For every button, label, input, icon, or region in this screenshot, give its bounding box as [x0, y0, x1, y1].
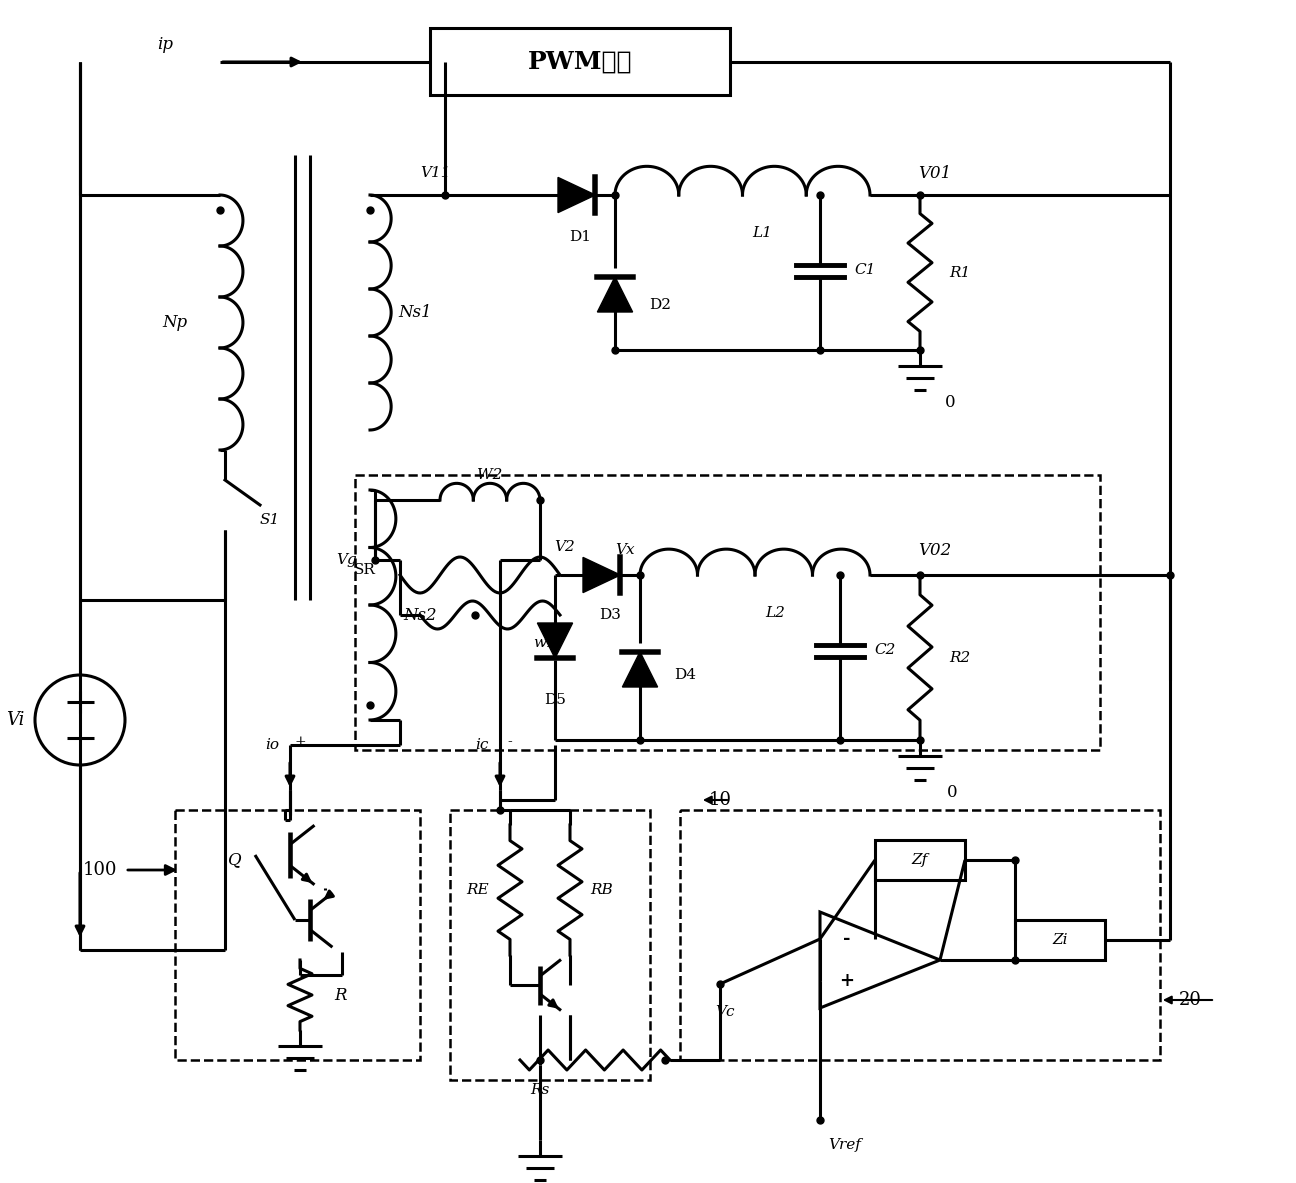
Bar — [450, 810, 651, 1080]
Text: D3: D3 — [599, 608, 621, 622]
Text: ip: ip — [157, 35, 172, 52]
Text: 20: 20 — [1178, 991, 1201, 1009]
Bar — [680, 810, 1160, 1060]
Text: RB: RB — [591, 883, 613, 897]
Bar — [875, 840, 966, 880]
Text: +: + — [294, 735, 306, 749]
Polygon shape — [559, 177, 595, 213]
Text: Vi: Vi — [5, 711, 25, 729]
Text: 100: 100 — [83, 861, 117, 879]
Text: ic: ic — [476, 738, 489, 752]
Text: Zi: Zi — [1052, 933, 1068, 948]
Text: D1: D1 — [569, 230, 591, 244]
Text: Vx: Vx — [616, 543, 635, 557]
Text: V11: V11 — [420, 166, 450, 180]
Text: -: - — [508, 735, 512, 749]
Text: Ns2: Ns2 — [403, 607, 437, 623]
Text: 10: 10 — [709, 791, 731, 809]
Text: D2: D2 — [649, 298, 671, 312]
Polygon shape — [538, 623, 573, 658]
Text: 0: 0 — [945, 394, 955, 411]
Text: Ns1: Ns1 — [398, 304, 432, 321]
Text: Zf: Zf — [912, 853, 928, 867]
Text: V02: V02 — [919, 542, 951, 558]
Text: -: - — [844, 930, 850, 948]
Text: L2: L2 — [765, 606, 785, 620]
Bar — [175, 810, 420, 1060]
Text: V2: V2 — [555, 539, 575, 554]
Text: +: + — [840, 972, 854, 990]
Text: C1: C1 — [854, 263, 876, 277]
Text: R2: R2 — [950, 651, 971, 665]
Text: 0: 0 — [946, 783, 958, 801]
Polygon shape — [583, 557, 621, 593]
Text: D5: D5 — [544, 693, 566, 707]
Text: Vg: Vg — [337, 552, 358, 567]
Text: SR: SR — [354, 563, 376, 577]
Text: L1: L1 — [753, 226, 772, 240]
Text: Vc: Vc — [715, 1006, 735, 1019]
Text: R1: R1 — [950, 265, 971, 279]
Text: D4: D4 — [674, 668, 696, 683]
Polygon shape — [622, 652, 657, 687]
Text: Rs: Rs — [530, 1082, 550, 1097]
Text: V01: V01 — [919, 164, 951, 181]
Text: w1: w1 — [534, 636, 556, 649]
Text: RE: RE — [467, 883, 490, 897]
Bar — [430, 28, 730, 95]
Text: Q: Q — [228, 852, 242, 868]
Bar — [1015, 920, 1105, 959]
Text: R: R — [334, 987, 346, 1003]
Text: W2: W2 — [477, 468, 503, 481]
Text: C2: C2 — [875, 644, 896, 657]
Text: io: io — [264, 738, 279, 752]
Text: PWM控制: PWM控制 — [527, 50, 632, 73]
Bar — [355, 476, 1100, 750]
Text: S1: S1 — [260, 513, 280, 526]
Text: Np: Np — [162, 313, 188, 331]
Text: Vref: Vref — [828, 1138, 862, 1152]
Polygon shape — [597, 277, 632, 312]
